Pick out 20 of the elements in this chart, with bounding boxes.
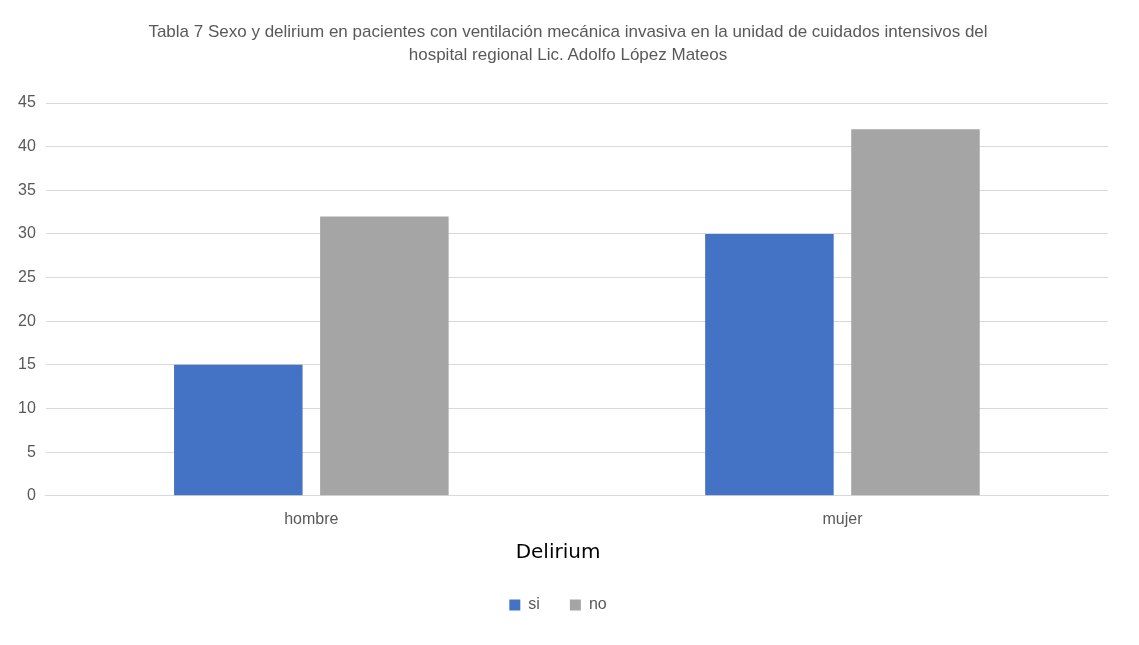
x-tick-label: hombre xyxy=(284,509,339,527)
legend-label: no xyxy=(588,595,607,613)
y-tick-label: 10 xyxy=(18,398,36,416)
y-tick-label: 20 xyxy=(18,311,36,329)
y-tick-label: 35 xyxy=(18,180,36,198)
y-tick-label: 45 xyxy=(18,93,36,111)
y-tick-label: 40 xyxy=(18,137,36,155)
legend-title: Delirium xyxy=(515,539,601,564)
x-tick-label: mujer xyxy=(822,509,864,527)
legend-label: si xyxy=(528,595,540,613)
bar xyxy=(851,129,980,496)
y-tick-label: 0 xyxy=(26,486,36,504)
bar xyxy=(705,233,834,496)
bar xyxy=(320,216,449,496)
chart-title: Tabla 7 Sexo y delirium en pacientes con ventilación mecánica invasiva en la unidad de cuidados intensivos del hospital regional Lic. Adolfo López Mateos xyxy=(147,21,989,66)
y-tick-label: 30 xyxy=(18,224,36,242)
y-tick-label: 25 xyxy=(18,267,36,285)
y-tick-label: 15 xyxy=(18,355,36,373)
bar xyxy=(174,364,303,496)
y-tick-label: 5 xyxy=(26,442,36,460)
